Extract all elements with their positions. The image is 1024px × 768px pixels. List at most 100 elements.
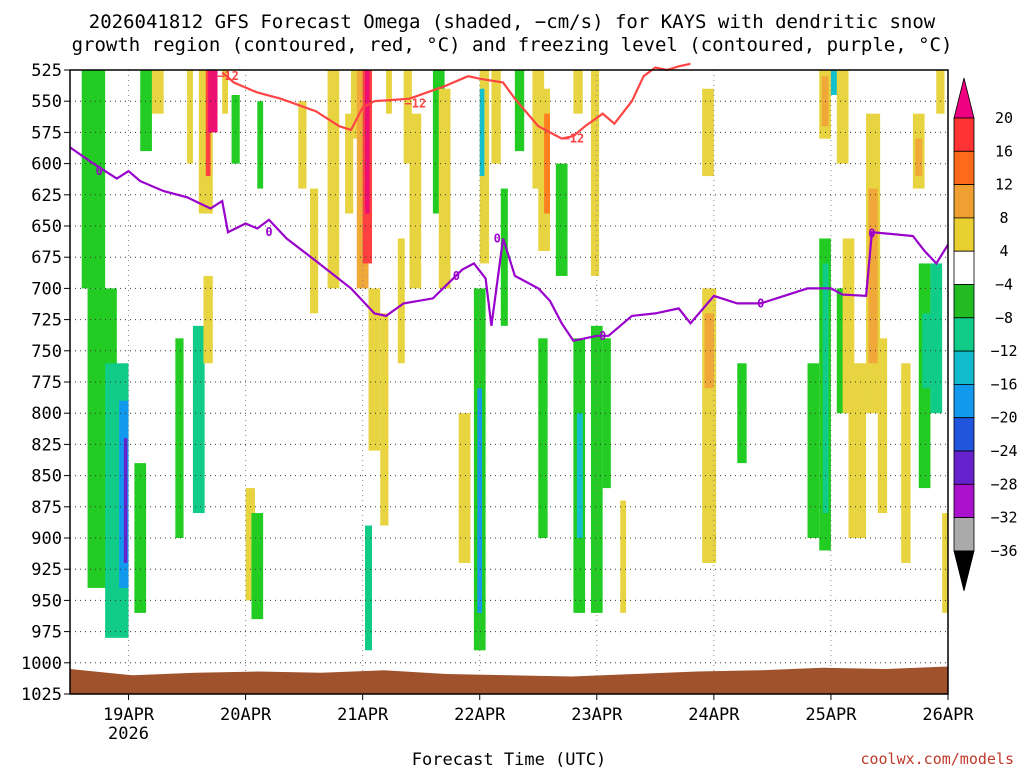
omega-cell [544,113,550,214]
dgz-contour-label: −12 [405,97,427,111]
freezing-level-label: 0 [265,225,272,239]
colorbar-label: −28 [990,475,1017,493]
freezing-level-label: 0 [757,296,764,310]
colorbar-label: 8 [999,209,1008,227]
colorbar-label: 20 [995,109,1013,127]
omega-cell [345,113,354,214]
omega-cell [123,438,128,563]
omega-cell [930,263,943,414]
y-tick-label: 825 [31,435,62,455]
colorbar-label: −8 [995,309,1013,327]
omega-cell [555,163,568,276]
omega-cell [704,313,714,389]
omega-cell [327,70,340,289]
x-tick-label: 22APR [454,705,506,725]
omega-cell [500,188,508,326]
omega-cell [479,88,485,177]
omega-cell [822,263,829,514]
dgz-contour-line [221,62,691,140]
surface-terrain [70,666,948,694]
x-axis-label: Forecast Time (UTC) [412,750,606,768]
omega-cell [203,275,213,364]
omega-cell [187,70,193,164]
colorbar-swatch [953,517,975,552]
omega-cell [830,70,841,95]
colorbar-swatch [953,483,975,518]
omega-cell [848,363,867,538]
omega-cell [403,70,412,164]
omega-cell [702,88,714,177]
omega-cell [175,338,184,538]
omega-cell [877,338,888,514]
colorbar-swatch [953,250,975,285]
omega-cell [119,400,129,588]
y-tick-label: 525 [31,61,62,81]
y-tick-label: 975 [31,623,62,643]
colorbar-label: −4 [995,276,1013,294]
colorbar-label: 16 [995,142,1013,160]
omega-cell [386,70,392,114]
freezing-level-label: 0 [453,269,460,283]
y-tick-label: 575 [31,123,62,143]
omega-cell [620,500,627,613]
omega-cell [868,188,878,364]
omega-cell [365,70,370,214]
y-tick-label: 650 [31,217,62,237]
y-tick-label: 900 [31,529,62,549]
omega-cell [81,70,106,289]
colorbar-label: −12 [990,342,1017,360]
chart-title-line2: growth region (contoured, red, °C) and f… [72,34,953,56]
colorbar-swatch [953,184,975,219]
freezing-level-line [69,146,949,343]
omega-cell [915,138,923,177]
colorbar-label: −16 [990,375,1017,393]
contours: −12 −12 −12 0 0 0 0 0 0 0 [69,62,949,343]
y-tick-label: 1000 [21,654,62,674]
omega-cell [368,288,381,451]
x-tick-label: 23APR [571,705,623,725]
omega-cell [836,70,849,164]
y-tick-label: 775 [31,373,62,393]
colorbar-label: −32 [990,509,1017,527]
y-tick-label: 625 [31,186,62,206]
chart-title-line1: 2026041812 GFS Forecast Omega (shaded, −… [89,11,936,33]
omega-cell [151,70,164,114]
omega-cell [365,525,373,651]
y-tick-label: 850 [31,467,62,487]
x-tick-label: 20APR [220,705,272,725]
colorbar-label: 12 [995,176,1013,194]
omega-cell [590,70,600,276]
surface-ground [70,666,948,694]
omega-cell [298,101,307,189]
y-tick-label: 725 [31,311,62,331]
omega-cell [397,238,405,364]
colorbar-top-arrow [953,77,975,119]
omega-cell [538,338,548,538]
omega-cell [936,70,945,114]
y-tick-label: 600 [31,155,62,175]
colorbar-swatch [953,284,975,319]
x-tick-sublabel: 2026 [108,724,149,744]
dgz-contour-label: −12 [217,69,239,83]
omega-cell [491,70,501,164]
omega-cell [309,188,319,314]
omega-cell [231,94,240,164]
x-tick-label: 26APR [922,705,974,725]
y-tick-label: 800 [31,404,62,424]
freezing-level-label: 0 [96,164,103,178]
omega-cell [245,488,255,601]
y-tick-label: 700 [31,279,62,299]
y-tick-label: 675 [31,248,62,268]
omega-cell [409,113,422,289]
colorbar-swatch [953,317,975,352]
omega-cell [208,70,218,133]
omega-cell [901,363,911,563]
colorbar-swatch [953,117,975,152]
credit-text: coolwx.com/models [860,750,1014,768]
y-tick-label: 550 [31,92,62,112]
omega-cell [458,413,471,563]
freezing-level-label: 0 [599,329,606,343]
y-tick-label: 950 [31,591,62,611]
y-tick-label: 1025 [21,685,62,705]
